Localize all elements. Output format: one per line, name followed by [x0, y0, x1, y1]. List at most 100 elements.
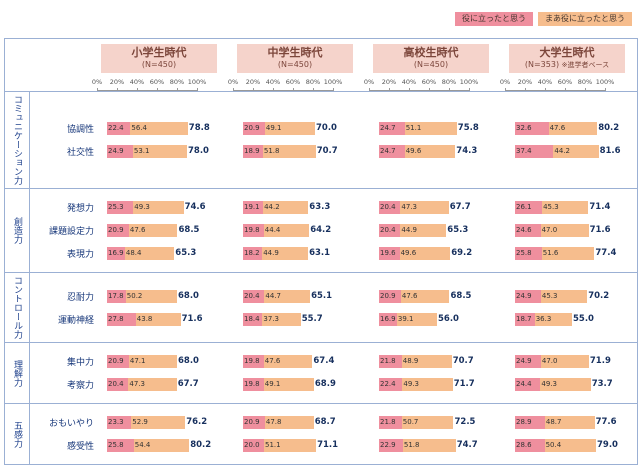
axis-tickmark: [505, 88, 506, 91]
total-label: 67.4: [313, 356, 335, 366]
column-title: 小学生時代: [131, 46, 187, 59]
stacked-bar: 24.7 49.6: [379, 145, 456, 158]
axis-tick: 20%: [381, 78, 397, 86]
stacked-bar: 28.9 48.7: [515, 416, 595, 429]
bar-segment-useful: 19.8: [243, 224, 264, 237]
axis-tickmark: [429, 88, 430, 91]
axis-cell: 0% 20% 40% 60% 80% 100%: [499, 75, 635, 91]
stacked-bar: 20.0 51.1: [243, 439, 317, 452]
chart-row: 表現力 16.9 48.4 65.3 18.2 44.9 63.1 19.6 49.6 69.2 2…: [30, 247, 640, 260]
axis-tickmark: [389, 88, 390, 91]
bar-segment-useful: 18.4: [243, 312, 263, 326]
bar-segment-somewhat-useful: 56.4: [130, 122, 188, 135]
chart-cell: 24.6 47.0 71.6: [509, 224, 640, 237]
bar-segment-somewhat-useful: 44.9: [262, 247, 309, 260]
total-label: 65.3: [175, 248, 197, 258]
total-label: 74.7: [456, 440, 478, 450]
chart-row: 課題設定力 20.9 47.6 68.5 19.8 44.4 64.2 20.4 44.9 65.…: [30, 224, 640, 237]
total-label: 78.0: [188, 146, 209, 156]
bar-segment-somewhat-useful: 47.3: [400, 201, 449, 214]
stacked-bar: 20.9 49.1: [243, 122, 315, 135]
stacked-bar: 18.7 36.3: [515, 312, 572, 326]
total-label: 79.0: [597, 440, 618, 450]
chart-cell: 19.1 44.2 63.3: [237, 201, 373, 214]
bar-segment-somewhat-useful: 54.4: [133, 439, 190, 452]
chart-row: 運動神経 27.8 43.8 71.6 18.4 37.3 55.7 16.9 39.1 56.0…: [30, 312, 640, 326]
bar-segment-somewhat-useful: 36.3: [534, 312, 572, 326]
row-label: 協調性: [66, 125, 94, 135]
bar-segment-useful: 18.9: [243, 145, 263, 158]
stacked-bar: 19.1 44.2: [243, 201, 309, 214]
bar-segment-useful: 23.3: [107, 416, 132, 429]
stacked-bar: 19.8 47.6: [243, 355, 313, 368]
bar-segment-useful: 18.7: [515, 312, 535, 326]
bar-segment-somewhat-useful: 49.1: [264, 122, 315, 135]
group-label: 五感力: [5, 404, 30, 464]
total-label: 71.6: [589, 225, 611, 235]
stacked-bar: 23.3 52.9: [107, 416, 186, 429]
bar-segment-somewhat-useful: 47.6: [548, 122, 598, 135]
bar-segment-useful: 25.8: [515, 247, 542, 260]
stacked-bar: 22.4 56.4: [107, 122, 188, 135]
bar-segment-somewhat-useful: 39.1: [396, 312, 437, 326]
chart-row: おもいやり 23.3 52.9 76.2 20.9 47.8 68.7 21.8 50.7 72.…: [30, 416, 640, 429]
stacked-bar: 24.6 47.0: [515, 224, 589, 237]
bar-segment-useful: 19.6: [379, 247, 400, 260]
column-header-university: 大学生時代 (N=353) ※進学者ベース: [509, 44, 625, 73]
chart-cell: 21.8 48.9 70.7: [373, 355, 509, 368]
axis-tick: 100%: [323, 78, 343, 86]
chart-cell: 24.9 45.3 70.2: [509, 289, 640, 303]
axis-tick: 100%: [459, 78, 479, 86]
chart-row: 考察力 20.4 47.3 67.7 19.8 49.1 68.9 22.4 49.3 71.7 2…: [30, 378, 640, 391]
bar-segment-useful: 16.9: [379, 312, 397, 326]
total-label: 74.6: [184, 202, 206, 212]
total-label: 63.1: [309, 248, 331, 258]
axis-tick: 60%: [557, 78, 573, 86]
bar-segment-useful: 17.8: [107, 289, 126, 303]
chart-cell: 17.8 50.2 68.0: [101, 289, 237, 303]
chart-cell: 24.9 47.0 71.9: [509, 355, 640, 368]
bar-segment-somewhat-useful: 37.3: [262, 312, 301, 326]
axis-tick: 20%: [109, 78, 125, 86]
total-label: 71.9: [589, 356, 611, 366]
bar-segment-useful: 25.8: [107, 439, 134, 452]
bar-segment-useful: 20.4: [379, 224, 401, 237]
chart-cell: 24.7 51.1 75.8: [373, 122, 509, 135]
axis-tickmark: [525, 88, 526, 91]
bar-segment-useful: 24.9: [107, 145, 133, 158]
column-n: (N=450): [277, 60, 313, 69]
group-section: 理解力 集中力 20.9 47.1 68.0 19.8 47.6 67.4 21.8 48.9 70…: [5, 342, 637, 403]
axis-tickmark: [293, 88, 294, 91]
stacked-bar: 32.6 47.6: [515, 122, 598, 135]
bar-segment-useful: 28.9: [515, 416, 545, 429]
axis-row: 0% 20% 40% 60% 80% 100% 0% 20% 40% 60% 80% 100% 0%…: [5, 75, 637, 91]
axis-tickmark: [97, 88, 98, 91]
total-label: 74.3: [456, 146, 478, 156]
chart-cell: 22.4 56.4 78.8: [101, 122, 237, 135]
bar-segment-somewhat-useful: 51.8: [402, 439, 456, 452]
chart-cell: 32.6 47.6 80.2: [509, 122, 640, 135]
axis-tick: 40%: [537, 78, 553, 86]
bar-segment-useful: 24.6: [515, 224, 541, 237]
chart-cell: 18.2 44.9 63.1: [237, 247, 373, 260]
axis-tick: 0%: [499, 78, 511, 86]
bar-segment-useful: 20.4: [379, 201, 401, 214]
total-label: 65.3: [447, 225, 469, 235]
total-label: 73.7: [591, 379, 613, 389]
bar-segment-somewhat-useful: 49.6: [399, 247, 451, 260]
bar-segment-useful: 24.7: [379, 145, 405, 158]
axis-tick: 40%: [401, 78, 417, 86]
total-label: 55.0: [573, 313, 594, 324]
axis-tickmark: [197, 88, 198, 91]
bar-segment-somewhat-useful: 50.2: [125, 289, 177, 303]
bar-segment-useful: 22.4: [107, 122, 131, 135]
axis-tickmark: [605, 88, 606, 91]
bar-segment-somewhat-useful: 51.6: [541, 247, 595, 260]
axis-tickmark: [313, 88, 314, 91]
axis-tickmark: [333, 88, 334, 91]
group-section: 創造力 発想力 25.3 49.3 74.6 19.1 44.2 63.3 20.4 47.3 67…: [5, 188, 637, 272]
chart-cell: 28.9 48.7 77.6: [509, 416, 640, 429]
bar-segment-somewhat-useful: 44.9: [400, 224, 447, 237]
axis-tick: 40%: [129, 78, 145, 86]
chart-cell: 23.3 52.9 76.2: [101, 416, 237, 429]
